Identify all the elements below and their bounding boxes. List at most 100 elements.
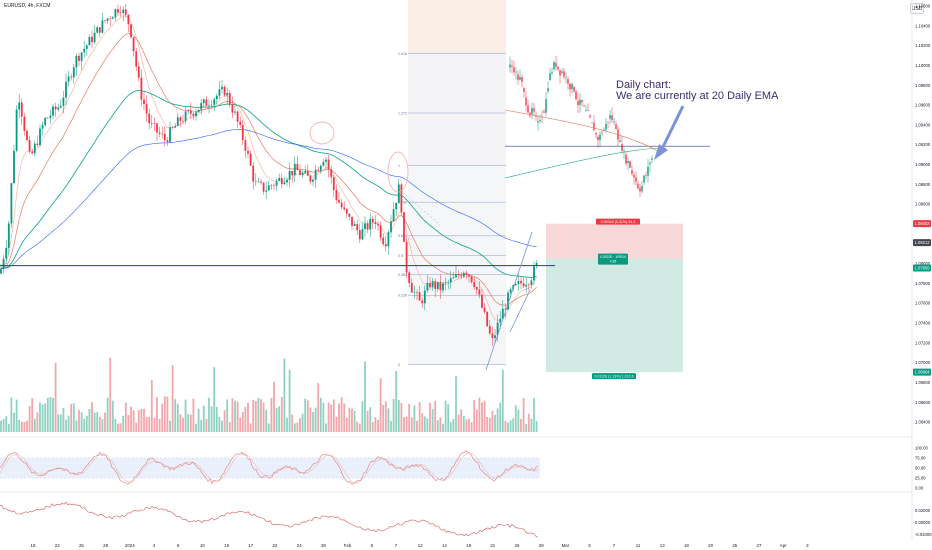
candle-body	[41, 125, 44, 129]
price-tick-label: 1.09600	[915, 103, 931, 108]
price-badge	[913, 220, 931, 228]
currency-button[interactable]: USD	[910, 3, 924, 14]
time-axis[interactable]: 18 22 25 28 2024 4 8 10 15 17 22 24 29 Feb 5 7 12 14 19 21 2…	[31, 543, 810, 548]
candle-body	[447, 282, 450, 283]
candle-body	[514, 283, 517, 286]
inset-candle	[603, 129, 605, 131]
volume-bar	[522, 397, 525, 432]
oscillator-line	[0, 501, 539, 538]
volume-bar	[46, 397, 49, 432]
volume-bar	[491, 410, 494, 432]
candle-body	[93, 32, 96, 43]
candle-body	[231, 104, 234, 113]
time-tick-label: 25	[732, 543, 737, 548]
inset-candle	[589, 115, 591, 118]
volume-bar	[530, 418, 533, 432]
price-tick-label: 1.06400	[915, 420, 931, 425]
price-tick-label: 1.10000	[915, 63, 931, 68]
price-tick-label: 1.07000	[915, 360, 931, 365]
volume-bar	[49, 396, 52, 432]
candle-body	[184, 111, 187, 122]
inset-candle	[585, 110, 587, 111]
fib-level-label: 0.5	[398, 254, 403, 258]
candle-body	[195, 112, 197, 117]
fib-level-label: 0	[398, 363, 400, 367]
candle-body	[226, 92, 229, 96]
time-tick-label: 8	[177, 543, 180, 548]
candle-body	[314, 169, 317, 180]
candle-body	[247, 150, 249, 154]
candle-body	[353, 224, 356, 226]
candle-body	[257, 181, 260, 183]
price-badge-label: 1.07955	[915, 266, 931, 271]
candle-body	[530, 280, 533, 285]
volume-bar	[444, 400, 447, 432]
candle-body	[330, 169, 333, 178]
candle-body	[85, 45, 88, 49]
volume-bar	[483, 400, 486, 432]
volume-bar	[195, 423, 197, 432]
volume-bar	[512, 418, 515, 432]
volume-bar	[26, 420, 28, 432]
time-tick-label: 29	[321, 543, 326, 548]
volume-bar	[176, 403, 179, 432]
candle-body	[517, 280, 520, 284]
inset-candle	[565, 77, 567, 79]
drawings[interactable]	[0, 105, 685, 371]
volume-bar	[478, 397, 481, 432]
time-tick-label: 7	[395, 543, 398, 548]
time-tick-label: 18	[31, 543, 36, 548]
candle-body	[239, 121, 242, 125]
candle-body	[361, 229, 364, 240]
inset-candle	[543, 111, 545, 113]
volume-bar	[218, 416, 221, 432]
candle-body	[421, 300, 424, 304]
volume-bar	[473, 400, 476, 432]
volume-bar	[309, 407, 312, 432]
inset-candle	[649, 162, 651, 165]
volume-bar	[314, 407, 317, 432]
volume-bar	[338, 403, 340, 432]
volume-bar	[254, 401, 257, 432]
fib-level-label: 0.382	[398, 273, 407, 277]
volume-bar	[88, 408, 91, 432]
candle-body	[98, 27, 101, 33]
fibonacci-retracement[interactable]: 1.618 1.272 1 0.786 0.618 0.5 0.382 0.236 0	[398, 0, 506, 367]
grid	[0, 0, 913, 540]
volume-bar	[343, 403, 346, 432]
candle-body	[377, 223, 379, 226]
candle-body	[262, 182, 265, 192]
candle-body	[449, 278, 452, 283]
candle-body	[429, 282, 431, 288]
inset-candle	[641, 185, 643, 192]
candle-body	[507, 292, 509, 310]
ema-slow-line	[0, 128, 537, 269]
inset-candle	[531, 108, 533, 114]
volume-bar	[174, 399, 177, 432]
time-tick-label: 22	[55, 543, 60, 548]
price-axis[interactable]: 1.10600 1.10400 1.10200 1.10000 1.09800 1.096…	[913, 4, 931, 425]
inset-candle	[633, 174, 635, 178]
candle-body	[163, 133, 166, 141]
volume-bar	[208, 397, 210, 432]
candle-body	[135, 51, 138, 67]
candle-body	[291, 171, 294, 176]
candle-body	[270, 185, 273, 187]
volume-bar	[449, 422, 452, 432]
volume-bar	[364, 361, 366, 432]
inset-candle	[617, 129, 619, 140]
volume-bar	[101, 419, 104, 432]
candle-body	[491, 333, 494, 339]
candle-body	[306, 170, 309, 176]
volume-bar	[169, 420, 171, 432]
volume-bar	[434, 400, 437, 432]
candle-body	[117, 9, 119, 13]
annotation-line-2: We are currently at 20 Daily EMA	[616, 90, 779, 102]
candle-body	[13, 150, 15, 184]
time-tick-label: 5	[588, 543, 591, 548]
candle-body	[522, 283, 525, 287]
candle-body	[192, 113, 195, 117]
inset-candle	[579, 99, 581, 105]
